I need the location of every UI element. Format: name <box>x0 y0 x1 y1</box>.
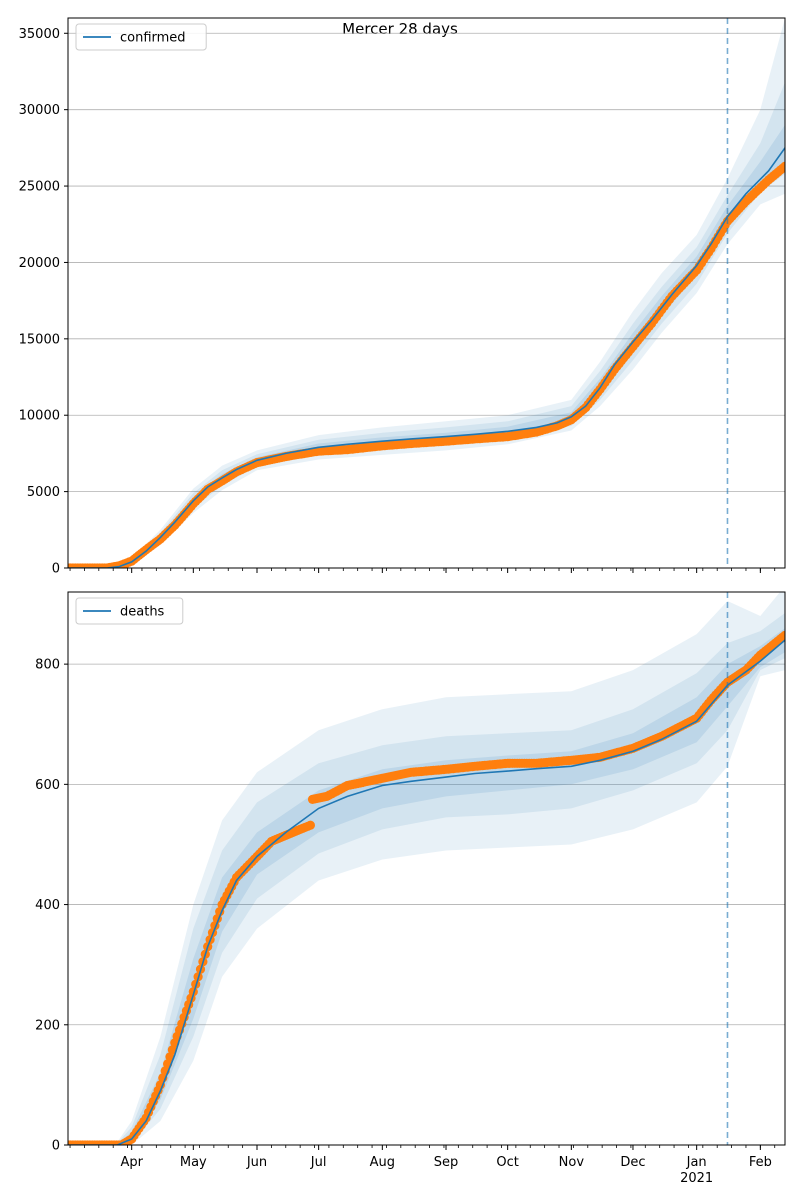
legend-label: confirmed <box>120 31 186 46</box>
x-tick-label: Feb <box>749 1155 772 1170</box>
x-tick-label: Dec <box>620 1155 645 1170</box>
axes-frame <box>67 591 786 1146</box>
x-tick-label: Nov <box>559 1155 585 1170</box>
x-tick-label: Jul <box>310 1155 327 1170</box>
legend: confirmed <box>75 23 207 51</box>
y-tick-label: 0 <box>52 562 60 577</box>
uncertainty-band <box>68 82 785 568</box>
confirmed-panel: 0 5000 10000 15000 20000 25000 30000 35000 confi… <box>19 17 786 577</box>
uncertainty-band <box>68 592 785 1145</box>
y-tick-label: 5000 <box>27 485 60 500</box>
legend-box <box>75 23 207 51</box>
legend: deaths <box>75 597 184 625</box>
x-tick-label: Sep <box>434 1155 459 1170</box>
axes-frame <box>67 17 786 569</box>
x-tick-label: Aug <box>370 1155 395 1170</box>
x-tick-sublabel: 2021 <box>680 1171 713 1186</box>
plot-area <box>68 592 785 1145</box>
y-tick-label: 0 <box>52 1139 60 1154</box>
uncertainty-band <box>68 124 785 568</box>
observed-point <box>780 630 785 640</box>
series-line-confirmed <box>68 147 785 568</box>
y-tick-label: 200 <box>35 1018 60 1033</box>
observed-point <box>167 1045 177 1055</box>
y-tick-label: 30000 <box>19 103 60 118</box>
deaths-panel: 0 200 400 600 800 Apr May Jun Jul Aug Sep Oct Nov Dec… <box>35 591 786 1186</box>
observed-point <box>780 161 785 171</box>
x-tick-label: Jan <box>686 1155 707 1170</box>
y-tick-label: 800 <box>35 658 60 673</box>
y-tick-label: 10000 <box>19 409 60 424</box>
x-tick-label: Oct <box>496 1155 518 1170</box>
y-tick-label: 20000 <box>19 256 60 271</box>
legend-label: deaths <box>120 605 165 620</box>
series-line-deaths <box>68 639 785 1145</box>
plot-area <box>68 18 785 568</box>
y-tick-label: 400 <box>35 898 60 913</box>
y-tick-label: 25000 <box>19 180 60 195</box>
legend-box <box>75 597 184 625</box>
y-tick-label: 15000 <box>19 332 60 347</box>
uncertainty-band <box>68 613 785 1145</box>
x-tick-label: May <box>180 1155 207 1170</box>
x-tick-label: Jun <box>246 1155 267 1170</box>
y-tick-label: 35000 <box>19 27 60 42</box>
observed-point <box>305 820 315 830</box>
x-tick-label: Apr <box>120 1155 143 1170</box>
y-tick-label: 600 <box>35 778 60 793</box>
